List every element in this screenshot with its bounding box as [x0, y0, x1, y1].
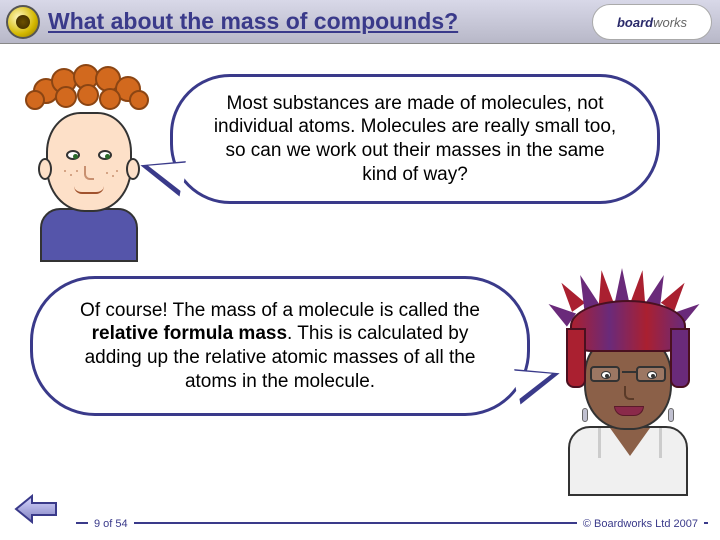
copyright-text: © Boardworks Ltd 2007 — [577, 518, 704, 530]
logo-text-light: works — [653, 15, 687, 30]
page-number: 9 of 54 — [88, 518, 134, 530]
page-title: What about the mass of compounds? — [48, 8, 458, 35]
speech-bubble-answer: Of course! The mass of a molecule is cal… — [30, 276, 530, 416]
back-button[interactable] — [14, 494, 58, 524]
character-woman — [552, 284, 702, 494]
header-bar: What about the mass of compounds? boardw… — [0, 0, 720, 44]
character-boy — [18, 72, 158, 262]
footer: 9 of 54 © Boardworks Ltd 2007 — [0, 500, 720, 540]
header-icon — [6, 5, 40, 39]
arrow-left-icon — [14, 494, 58, 524]
boardworks-logo: boardworks — [592, 4, 712, 40]
slide-content: Most substances are made of molecules, n… — [0, 44, 720, 500]
speech-bubble-question: Most substances are made of molecules, n… — [170, 74, 660, 204]
bubble2-text: Of course! The mass of a molecule is cal… — [71, 299, 489, 394]
logo-text-bold: board — [617, 15, 653, 30]
bubble1-text: Most substances are made of molecules, n… — [207, 92, 623, 187]
